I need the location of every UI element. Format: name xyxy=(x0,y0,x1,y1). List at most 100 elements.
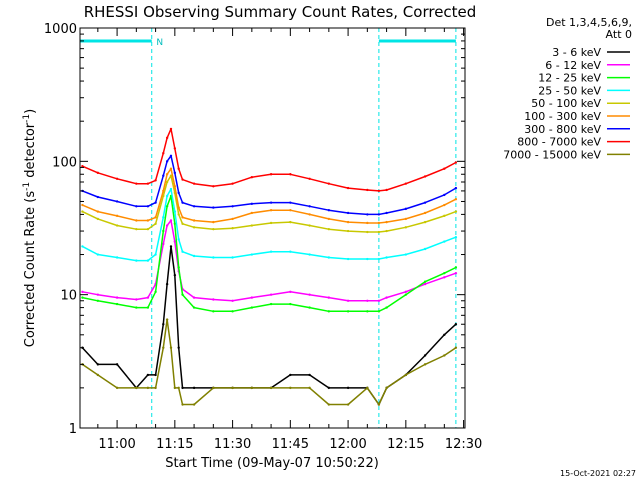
legend-header-line-1: Det 1,3,4,5,6,9, xyxy=(546,16,632,29)
data-point xyxy=(162,174,165,177)
data-point xyxy=(404,290,408,294)
data-point xyxy=(308,213,311,216)
data-point xyxy=(443,276,446,279)
data-point xyxy=(377,189,381,193)
data-point xyxy=(115,386,119,390)
data-point xyxy=(192,205,196,208)
data-point xyxy=(96,171,100,175)
data-point xyxy=(423,282,427,286)
data-point xyxy=(366,257,369,261)
data-point xyxy=(443,240,446,243)
data-point xyxy=(192,254,196,258)
data-point xyxy=(146,259,150,262)
data-point xyxy=(366,213,369,216)
data-point xyxy=(177,167,180,170)
data-point xyxy=(177,266,180,269)
data-point xyxy=(169,127,173,131)
x-tick-label: 11:15 xyxy=(156,437,193,452)
x-tick-label: 11:45 xyxy=(272,437,309,452)
data-point xyxy=(212,185,215,188)
data-point xyxy=(146,205,150,208)
data-point xyxy=(115,296,119,299)
data-point xyxy=(250,224,254,227)
series-7 xyxy=(81,127,458,193)
data-point xyxy=(289,201,292,204)
data-point xyxy=(173,386,177,390)
data-point xyxy=(366,386,369,390)
data-point xyxy=(423,220,427,224)
data-point xyxy=(366,230,369,234)
data-point xyxy=(423,175,427,178)
data-point xyxy=(289,220,292,224)
data-point xyxy=(366,221,369,225)
data-point xyxy=(192,306,196,309)
data-point xyxy=(385,188,388,192)
data-point xyxy=(135,298,138,301)
series-line xyxy=(82,174,457,233)
data-point xyxy=(308,177,311,180)
data-point xyxy=(346,299,350,302)
data-point xyxy=(327,209,331,212)
data-point xyxy=(146,373,150,377)
data-point xyxy=(165,282,169,286)
data-point xyxy=(154,373,157,377)
series-0 xyxy=(81,245,458,406)
data-point xyxy=(454,186,458,190)
y-tick-label: 1 xyxy=(69,422,77,437)
data-point xyxy=(327,217,331,221)
data-point xyxy=(250,211,254,215)
x-tick-label: 12:00 xyxy=(329,437,366,452)
data-point xyxy=(289,290,292,294)
data-point xyxy=(135,306,138,309)
data-point xyxy=(269,293,273,296)
data-point xyxy=(81,290,84,294)
data-point xyxy=(269,250,273,253)
data-point xyxy=(212,386,215,390)
data-point xyxy=(250,296,254,299)
data-point xyxy=(443,333,446,337)
data-point xyxy=(177,238,180,241)
data-point xyxy=(162,189,165,193)
data-point xyxy=(385,211,388,215)
series-line xyxy=(82,167,457,224)
data-point xyxy=(250,176,254,179)
data-point xyxy=(169,219,173,222)
data-point xyxy=(289,373,292,377)
data-point xyxy=(404,373,408,377)
data-point xyxy=(96,217,100,221)
data-point xyxy=(173,185,177,188)
data-point xyxy=(443,203,446,207)
data-point xyxy=(327,296,331,299)
data-point xyxy=(404,293,408,296)
data-point xyxy=(443,193,446,197)
data-point xyxy=(177,206,180,209)
data-point xyxy=(169,154,173,158)
data-point xyxy=(96,293,100,296)
data-point xyxy=(212,298,215,301)
data-point xyxy=(165,205,169,208)
data-point xyxy=(423,247,427,251)
data-point xyxy=(162,323,165,326)
data-point xyxy=(366,188,369,192)
data-point xyxy=(115,302,119,306)
data-point xyxy=(165,180,169,184)
data-point xyxy=(192,296,196,299)
data-point xyxy=(212,256,215,259)
data-point xyxy=(181,201,184,204)
legend-label: 25 - 50 keV xyxy=(538,84,601,97)
series-8 xyxy=(81,318,458,406)
data-point xyxy=(173,273,177,277)
data-point xyxy=(162,152,165,155)
data-point xyxy=(269,209,273,212)
data-point xyxy=(115,214,119,218)
data-point xyxy=(181,216,184,219)
data-point xyxy=(212,206,215,209)
data-point xyxy=(308,253,311,256)
data-point xyxy=(231,182,234,185)
data-point xyxy=(404,226,408,229)
data-point xyxy=(81,164,84,168)
legend-header-line-2: Att 0 xyxy=(606,28,632,41)
data-point xyxy=(443,271,446,275)
data-point xyxy=(346,186,350,190)
legend-label: 50 - 100 keV xyxy=(531,97,601,110)
